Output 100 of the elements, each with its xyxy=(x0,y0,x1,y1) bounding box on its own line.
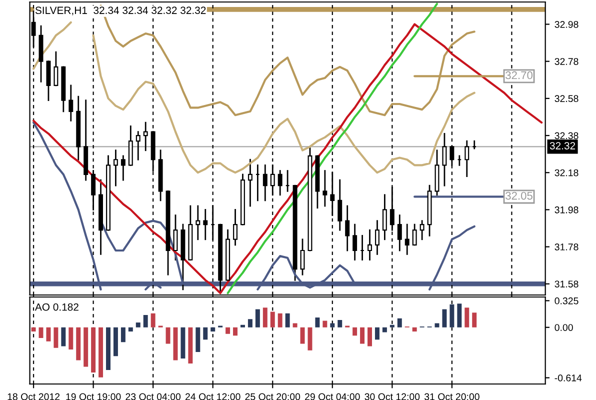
candlestick xyxy=(262,164,268,202)
bar xyxy=(180,327,186,359)
candlestick xyxy=(54,51,58,86)
bar xyxy=(166,327,170,344)
candlestick xyxy=(143,122,148,152)
y-tick-label: 0.325 xyxy=(554,297,578,304)
candlestick xyxy=(420,220,424,240)
candlestick xyxy=(68,84,74,122)
candlestick xyxy=(442,132,447,186)
bar xyxy=(233,327,238,336)
x-tick-label: 31 Oct 20:00 xyxy=(424,393,480,400)
bar xyxy=(113,327,118,356)
x-tick-label: 25 Oct 20:00 xyxy=(245,393,300,400)
y-tick-label: 31.78 xyxy=(554,244,578,250)
bar xyxy=(210,327,216,332)
candlestick xyxy=(233,209,238,246)
candlestick xyxy=(278,170,282,196)
candlestick xyxy=(338,179,342,231)
chart-title: SILVER,H1 32.34 32.34 32.32 32.32 xyxy=(35,6,206,16)
bar xyxy=(382,327,387,332)
bar xyxy=(412,327,417,332)
candlestick xyxy=(113,150,118,186)
x-tick-label: 29 Oct 04:00 xyxy=(305,393,360,400)
bar xyxy=(98,327,104,378)
chart-title: AO 0.182 xyxy=(34,303,78,311)
bar xyxy=(54,327,58,348)
bar xyxy=(450,304,454,328)
bar xyxy=(308,327,312,350)
candlestick xyxy=(136,131,140,160)
bar xyxy=(106,327,110,370)
bar xyxy=(196,327,200,352)
bar xyxy=(315,318,320,328)
bar xyxy=(240,324,245,328)
bar xyxy=(136,322,140,328)
y-tick-label: 32.38 xyxy=(554,132,578,140)
candlestick xyxy=(352,224,358,260)
bar xyxy=(248,319,252,328)
bar xyxy=(352,327,358,336)
y-tick-label: 32.78 xyxy=(554,58,578,65)
bar xyxy=(397,318,402,328)
line-series xyxy=(32,23,543,294)
bar xyxy=(278,313,282,328)
y-tick-label: 32.58 xyxy=(554,95,578,102)
bar xyxy=(255,309,260,328)
candlestick xyxy=(270,164,275,196)
annotation: 32.05 xyxy=(506,192,532,200)
bar xyxy=(91,327,96,373)
candlestick xyxy=(404,224,410,255)
candlestick xyxy=(300,238,305,276)
candlestick xyxy=(397,214,402,252)
x-tick-label: 19 Oct 19:00 xyxy=(66,393,121,400)
bar xyxy=(457,304,462,328)
bar xyxy=(330,323,335,328)
bar xyxy=(262,308,268,328)
bar xyxy=(390,324,394,328)
candlestick xyxy=(120,155,126,181)
candlestick xyxy=(345,205,350,252)
y-tick-label: 32.18 xyxy=(554,169,578,176)
y-tick-label: 31.58 xyxy=(554,280,578,288)
x-tick-label: 30 Oct 12:00 xyxy=(364,393,420,400)
bar xyxy=(143,315,148,328)
bar xyxy=(360,327,365,344)
ref-line-label: 32.32 xyxy=(550,142,576,150)
bar xyxy=(68,327,74,350)
annotation: 32.70 xyxy=(506,71,532,80)
candlestick xyxy=(322,170,328,207)
bar xyxy=(322,320,328,328)
candlestick xyxy=(368,229,372,260)
bar xyxy=(300,327,305,344)
y-tick-label: 0.00 xyxy=(554,324,573,331)
bar xyxy=(442,309,447,328)
candlestick xyxy=(173,214,178,260)
bar xyxy=(150,313,156,328)
x-tick-label: 23 Oct 04:00 xyxy=(126,393,181,400)
bar xyxy=(120,327,126,342)
bar xyxy=(31,327,36,332)
bar xyxy=(472,312,477,328)
candlestick xyxy=(203,209,208,240)
bar xyxy=(226,327,230,334)
bar xyxy=(61,327,66,346)
bar xyxy=(464,308,470,328)
bar xyxy=(203,327,208,340)
candlestick xyxy=(374,220,380,255)
bar xyxy=(84,327,88,367)
bar xyxy=(128,327,133,332)
y-tick-label: -0.614 xyxy=(554,374,582,382)
bar xyxy=(338,320,342,328)
bar xyxy=(374,327,380,340)
candlestick xyxy=(412,224,417,246)
bar xyxy=(368,327,372,346)
candlestick xyxy=(248,158,252,207)
bar xyxy=(292,323,298,328)
candlestick xyxy=(382,194,387,240)
bar xyxy=(46,327,51,342)
bar xyxy=(270,312,275,328)
bar xyxy=(76,327,81,360)
candlestick xyxy=(196,205,200,240)
x-tick-label: 24 Oct 12:00 xyxy=(186,393,240,400)
x-tick-label: 18 Oct 2012 xyxy=(8,393,60,400)
bar xyxy=(285,313,290,328)
